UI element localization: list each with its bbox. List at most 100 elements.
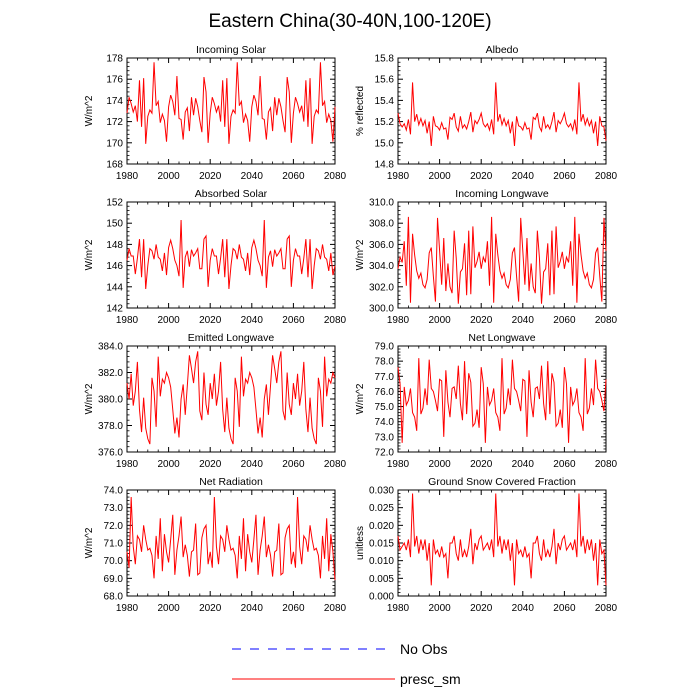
y-tick-label: 68.0 [104,592,124,603]
y-tick-label: 71.0 [104,539,124,550]
x-tick-label: 2020 [470,603,493,614]
y-tick-label: 172 [106,117,123,128]
x-tick-label: 2040 [512,459,535,470]
y-axis-label: % reflected [355,86,366,136]
x-tick-label: 2040 [241,315,264,326]
y-tick-label: 168 [106,160,123,171]
y-tick-label: 152 [106,198,123,209]
x-tick-label: 2080 [324,603,347,614]
x-tick-label: 2020 [470,459,493,470]
y-tick-label: 310.0 [369,198,394,209]
x-tick-label: 2020 [199,603,222,614]
series-line-presc-sm [126,220,336,289]
y-tick-label: 174 [106,96,123,107]
x-tick-label: 2080 [324,459,347,470]
x-tick-label: 2000 [428,171,451,182]
y-tick-label: 0.000 [369,592,394,603]
y-tick-label: 176 [106,75,123,86]
x-tick-label: 2000 [157,459,180,470]
legend-label-presc-sm: presc_sm [400,671,461,687]
y-tick-label: 73.0 [375,432,395,443]
x-tick-label: 2000 [428,315,451,326]
panel-absorbed-solar: Absorbed Solar 1980 2000 2020 2040 2060 2080 14… [84,188,347,326]
y-axis-label: W/m^2 [84,95,95,126]
x-tick-label: 2000 [157,171,180,182]
series-line-presc-sm [397,358,607,443]
panel-title: Emitted Longwave [188,332,275,344]
y-tick-label: 79.0 [375,342,395,353]
x-tick-label: 2060 [553,171,576,182]
x-tick-label: 2080 [324,315,347,326]
y-tick-label: 75.0 [375,402,395,413]
y-tick-label: 378.0 [98,421,123,432]
y-tick-label: 376.0 [98,448,123,459]
y-tick-label: 304.0 [369,261,394,272]
y-tick-label: 77.0 [375,372,395,383]
x-tick-label: 2020 [199,315,222,326]
x-tick-label: 2040 [512,315,535,326]
x-tick-label: 2040 [512,171,535,182]
series-line-presc-sm [126,351,336,445]
x-tick-label: 1980 [116,315,139,326]
y-tick-label: 302.0 [369,282,394,293]
y-tick-label: 382.0 [98,368,123,379]
y-tick-label: 74.0 [104,486,124,497]
legend-label-no-obs: No Obs [400,641,447,657]
y-tick-label: 380.0 [98,395,123,406]
x-tick-label: 2060 [282,603,305,614]
series-line-presc-sm [126,62,336,144]
panel-title: Net Longwave [468,332,535,344]
y-tick-label: 14.8 [375,160,395,171]
y-tick-label: 76.0 [375,387,395,398]
y-tick-label: 170 [106,138,123,149]
x-tick-label: 2020 [199,459,222,470]
y-tick-label: 72.0 [104,521,124,532]
x-tick-label: 2040 [241,171,264,182]
x-tick-label: 2080 [595,315,618,326]
x-tick-label: 2080 [595,603,618,614]
y-axis-label: W/m^2 [84,527,95,558]
y-tick-label: 384.0 [98,342,123,353]
panel-title: Ground Snow Covered Fraction [428,476,576,488]
series-line-presc-sm [397,216,607,304]
y-tick-label: 72.0 [375,448,395,459]
x-tick-label: 2080 [595,171,618,182]
y-tick-label: 78.0 [375,357,395,368]
x-tick-label: 2000 [428,603,451,614]
x-tick-label: 1980 [116,459,139,470]
y-tick-label: 15.2 [375,117,395,128]
y-tick-label: 308.0 [369,219,394,230]
plot-frame [126,489,336,597]
x-tick-label: 2000 [428,459,451,470]
y-axis-label: W/m^2 [84,239,95,270]
x-tick-label: 2060 [282,315,305,326]
y-tick-label: 0.020 [369,521,394,532]
panel-emitted-longwave: Emitted Longwave 1980 2000 2020 2040 2060 2080… [84,332,347,470]
y-tick-label: 148 [106,240,123,251]
legend: No Obs presc_sm [232,641,461,687]
panel-title: Net Radiation [199,476,263,488]
x-tick-label: 2040 [241,459,264,470]
y-tick-label: 0.010 [369,556,394,567]
y-tick-label: 306.0 [369,240,394,251]
x-tick-label: 2040 [512,603,535,614]
y-axis-label: W/m^2 [84,383,95,414]
panel-title: Absorbed Solar [195,188,268,200]
y-tick-label: 0.005 [369,574,394,585]
x-tick-label: 2020 [470,315,493,326]
x-tick-label: 1980 [387,603,410,614]
x-tick-label: 1980 [387,315,410,326]
y-tick-label: 70.0 [104,556,124,567]
panel-incoming-solar: Incoming Solar 1980 2000 2020 2040 2060 2080 16… [84,44,347,182]
panels: Incoming Solar 1980 2000 2020 2040 2060 2080 16… [84,44,618,614]
y-tick-label: 15.4 [375,96,395,107]
y-tick-label: 144 [106,282,123,293]
y-tick-label: 15.6 [375,75,395,86]
series-line-presc-sm [397,493,607,586]
y-axis-label: W/m^2 [355,383,366,414]
y-tick-label: 0.030 [369,486,394,497]
x-tick-label: 2060 [282,459,305,470]
y-tick-label: 142 [106,304,123,315]
x-tick-label: 1980 [387,459,410,470]
